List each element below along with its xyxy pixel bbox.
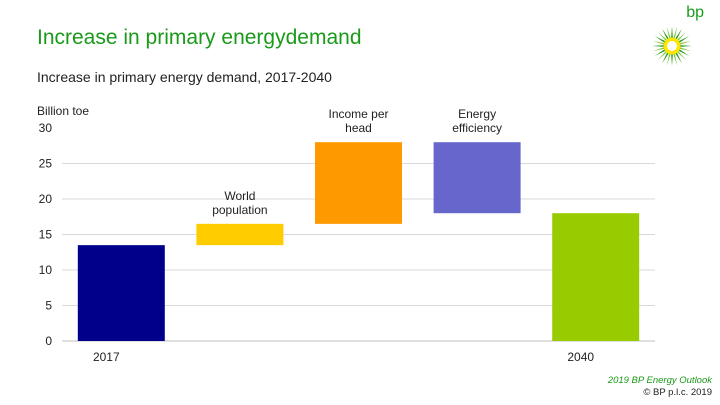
bar-label-2040: 2040 xyxy=(567,350,594,364)
y-axis-label: Billion toe xyxy=(37,104,89,118)
bar-2017 xyxy=(77,245,165,341)
y-tick-label-25: 25 xyxy=(39,157,53,171)
chart-labels: 0 5 10 15 20 25 30 Billion toe 2017 Worldpopulati… xyxy=(37,104,594,364)
bar-income-per-head xyxy=(315,142,402,224)
bar-label-world-population-line1: World xyxy=(224,189,255,203)
bar-label-energy-efficiency-line1: Energy xyxy=(458,107,496,121)
footer-copyright: © BP p.l.c. 2019 xyxy=(643,387,712,398)
bar-label-2017: 2017 xyxy=(93,350,120,364)
page-title: Increase in primary energydemand xyxy=(37,26,362,49)
bar-label-world-population-line2: population xyxy=(212,203,267,217)
bar-label-income-per-head-line2: head xyxy=(345,121,372,135)
bar-label-income-per-head-line1: Income per xyxy=(328,107,388,121)
y-tick-label-30: 30 xyxy=(39,121,53,135)
chart-bars xyxy=(77,142,640,341)
footer: 2019 BP Energy Outlook © BP p.l.c. 2019 xyxy=(608,375,712,399)
helios-sunburst-icon xyxy=(652,26,692,66)
y-tick-label-0: 0 xyxy=(45,334,52,348)
bar-world-population xyxy=(196,223,284,246)
bp-logo-text: bp xyxy=(686,4,704,21)
y-tick-label-15: 15 xyxy=(39,228,53,242)
y-tick-label-10: 10 xyxy=(39,263,53,277)
bar-2040 xyxy=(552,213,640,341)
bar-label-energy-efficiency-line2: efficiency xyxy=(452,121,502,135)
chart-subtitle: Increase in primary energy demand, 2017-… xyxy=(37,69,332,85)
footer-source: 2019 BP Energy Outlook xyxy=(607,375,712,386)
bp-logo: bp xyxy=(648,4,704,70)
y-tick-label-20: 20 xyxy=(39,192,53,206)
bar-energy-efficiency xyxy=(433,142,521,214)
y-tick-label-5: 5 xyxy=(45,299,52,313)
